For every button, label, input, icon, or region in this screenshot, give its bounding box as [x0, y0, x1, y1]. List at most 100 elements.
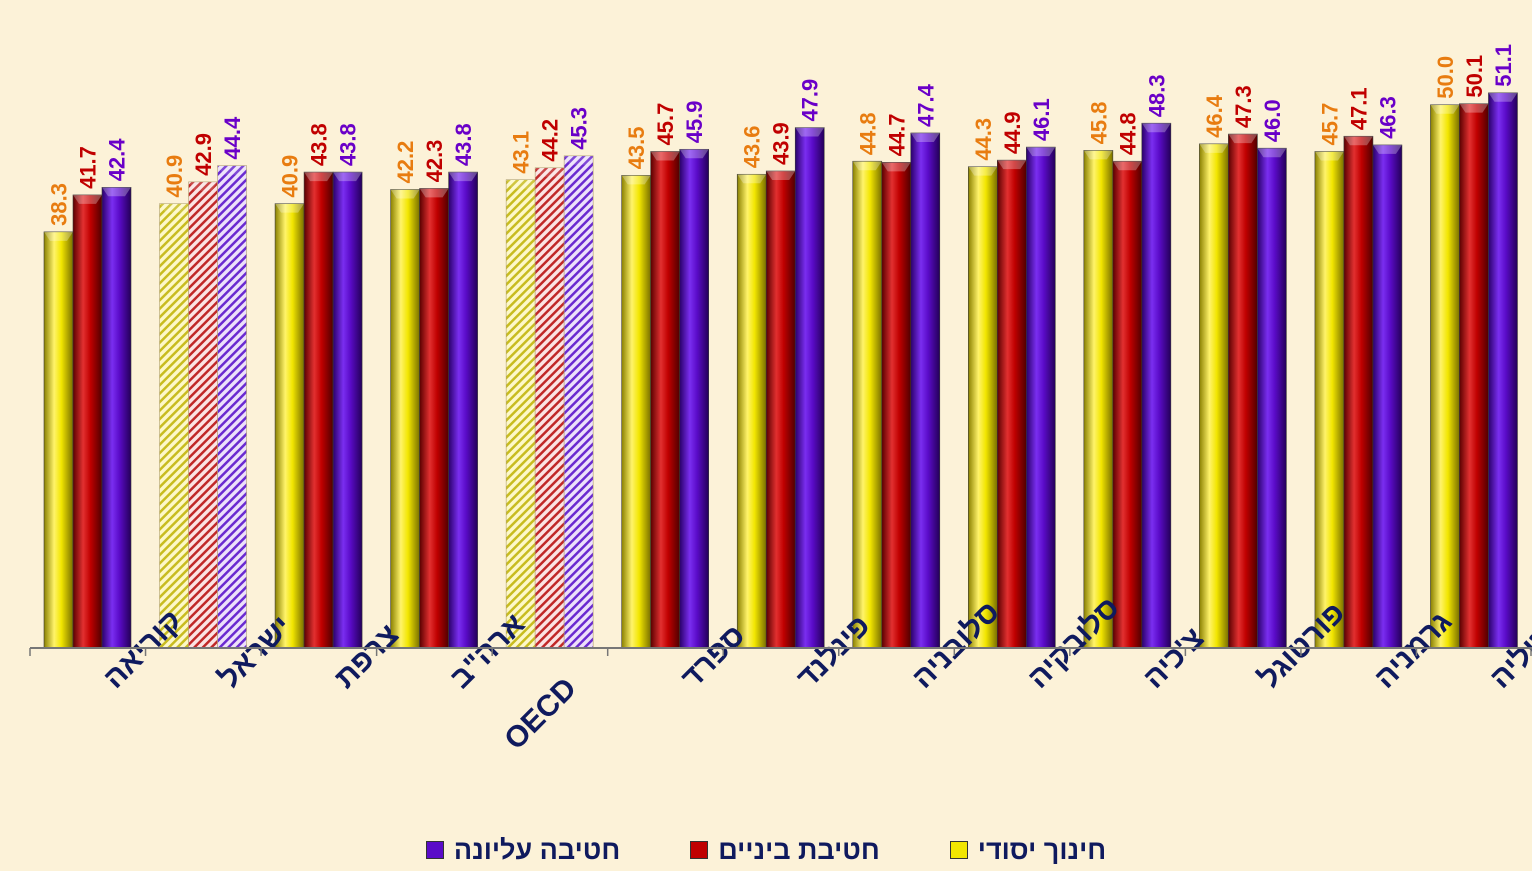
bar-cap: [910, 132, 940, 142]
bar: [765, 170, 796, 649]
value-label: 40.9: [162, 155, 187, 198]
bar: [534, 167, 565, 649]
bar-cap: [1459, 103, 1489, 113]
bar: [303, 171, 334, 649]
bar-cap: [188, 181, 218, 191]
bar-cap: [1083, 150, 1113, 160]
bar: [1257, 147, 1287, 649]
bar-cap: [997, 160, 1027, 170]
bar: [1488, 92, 1518, 649]
bar-cap: [44, 231, 73, 241]
bar: [968, 166, 998, 649]
bar-cap: [766, 171, 796, 181]
value-label: 48.3: [1144, 74, 1169, 117]
bar: [1343, 135, 1374, 649]
bar-cap: [564, 155, 594, 165]
bar-cap: [448, 172, 478, 182]
value-label: 43.1: [509, 131, 534, 174]
bar: [910, 132, 941, 649]
bar-cap: [881, 162, 911, 172]
bar-cap: [795, 127, 825, 137]
value-label: 46.0: [1260, 99, 1285, 142]
legend-swatch: [949, 841, 968, 859]
value-label: 46.3: [1375, 96, 1400, 139]
value-label: 47.9: [798, 79, 823, 122]
value-label: 44.7: [884, 113, 909, 156]
value-labels-layer: 38.341.7 42.4 40.942.9 44.440.943.8 43.8 42.2…: [47, 44, 1516, 226]
bar: [1083, 150, 1114, 649]
value-label: 51.1: [1491, 44, 1516, 87]
bar: [159, 203, 189, 649]
bar-cap: [1199, 143, 1229, 153]
value-label: 44.2: [538, 119, 563, 162]
value-label: 47.3: [1231, 85, 1256, 128]
bar: [1112, 160, 1143, 649]
bar: [43, 231, 74, 649]
bar-cap: [506, 179, 536, 189]
bar-cap: [535, 167, 565, 177]
bar: [563, 155, 594, 649]
value-label: 43.5: [624, 127, 649, 170]
value-label: 47.1: [1346, 87, 1371, 130]
value-label: 45.9: [682, 100, 707, 143]
bar-cap: [1343, 136, 1373, 146]
bar-cap: [852, 161, 882, 171]
legend-item-middle-school: חטיבת ביניים: [690, 835, 880, 866]
bar-cap: [1488, 92, 1518, 102]
bar: [1026, 146, 1056, 649]
legend-label: חטיבת ביניים: [718, 834, 880, 865]
value-label: 44.3: [971, 118, 996, 161]
bar-chart: 38.341.7 42.4 40.942.9 44.440.943.8 43.8 42.2…: [29, 44, 1532, 757]
legend-swatch: [425, 841, 444, 859]
bar: [679, 148, 709, 649]
bar-cap: [737, 174, 767, 184]
value-label: 42.9: [191, 133, 216, 176]
bar: [448, 171, 478, 649]
bar-cap: [1314, 151, 1344, 161]
value-label: 45.3: [567, 107, 592, 150]
bar: [505, 179, 536, 649]
bar: [1314, 151, 1345, 649]
x-tick-label: OECD: [498, 672, 583, 757]
legend-swatch: [690, 841, 709, 859]
value-label: 50.1: [1462, 55, 1487, 98]
bar: [1430, 104, 1460, 649]
bar-cap: [159, 203, 189, 213]
value-label: 44.8: [1115, 112, 1140, 155]
value-label: 46.4: [1202, 94, 1227, 138]
bar: [1199, 143, 1229, 649]
bar-cap: [275, 203, 305, 213]
bar-cap: [679, 149, 709, 159]
bar-cap: [390, 189, 420, 199]
bar-cap: [621, 175, 651, 185]
bar: [997, 159, 1027, 649]
legend-label: חטיבה עליונה: [453, 834, 621, 865]
bar-cap: [102, 187, 131, 197]
value-label: 43.8: [307, 123, 332, 166]
bar: [72, 194, 103, 649]
value-label: 43.6: [740, 125, 765, 168]
bar: [736, 173, 767, 649]
value-label: 46.1: [1029, 98, 1054, 141]
bar: [274, 203, 305, 649]
value-label: 42.4: [105, 138, 130, 182]
bar-cap: [1257, 148, 1287, 158]
bar-cap: [217, 165, 247, 175]
bar-cap: [968, 166, 998, 176]
bar: [1459, 103, 1489, 649]
bar-cap: [419, 188, 449, 198]
bar: [419, 188, 449, 649]
bar: [101, 187, 132, 649]
bar: [217, 165, 247, 649]
legend-label: חינוך יסודי: [977, 834, 1107, 865]
bar: [390, 189, 420, 649]
bar: [794, 127, 825, 649]
bars-layer: [43, 92, 1518, 649]
bar-cap: [1372, 144, 1402, 154]
bar-cap: [333, 172, 363, 182]
bar: [332, 171, 363, 649]
bar: [881, 162, 912, 649]
legend-item-primary: חינוך יסודי: [949, 834, 1107, 866]
value-label: 44.4: [220, 116, 245, 160]
